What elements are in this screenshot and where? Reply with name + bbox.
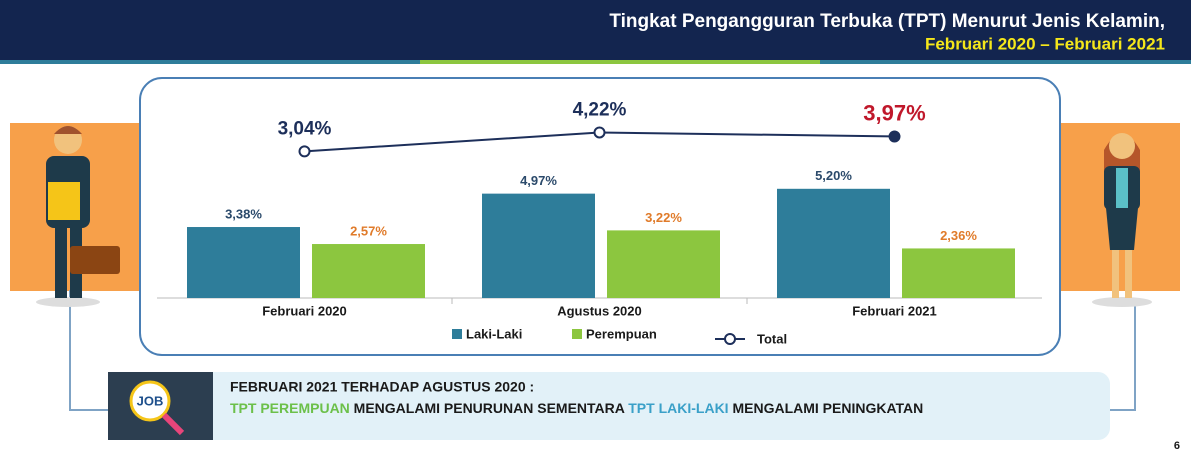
note-part: TPT PEREMPUAN: [230, 400, 350, 416]
header-stripe: [420, 60, 820, 64]
x-tick-label: Februari 2021: [852, 303, 937, 318]
plot: Februari 2020 Agustus 2020 Februari 2021 3,…: [157, 99, 1042, 346]
bar: [482, 193, 595, 298]
legend-swatch: [452, 329, 462, 339]
title: Tingkat Pengangguran Terbuka (TPT) Menur…: [609, 11, 1165, 32]
header-stripe: [0, 60, 420, 64]
connector: [69, 290, 110, 411]
legend-label: Total: [757, 331, 787, 346]
value-label: 3,38%: [225, 206, 262, 221]
value-label: 3,97%: [863, 100, 925, 125]
bar: [312, 244, 425, 298]
bar: [777, 188, 890, 298]
x-tick-label: Agustus 2020: [557, 303, 642, 318]
value-label: 3,22%: [645, 210, 682, 225]
note-box: [108, 372, 1110, 440]
page-number: 6: [1174, 440, 1180, 452]
line-point: [593, 126, 606, 139]
line-point: [888, 130, 901, 143]
legend-swatch: [724, 333, 736, 345]
man-figure: [36, 126, 120, 307]
connector: [1110, 300, 1136, 411]
value-label: 5,20%: [815, 168, 852, 183]
value-label: 2,36%: [940, 228, 977, 243]
note-part: MENGALAMI PENURUNAN SEMENTARA: [350, 400, 628, 416]
line-point: [298, 145, 311, 158]
x-tick-label: Februari 2020: [262, 303, 347, 318]
value-label: 2,57%: [350, 223, 387, 238]
icon: [129, 380, 171, 422]
legend-swatch: [572, 329, 582, 339]
icon-label: JOB: [137, 393, 164, 408]
value-label: 4,97%: [520, 173, 557, 188]
legend-label: Laki-Laki: [466, 326, 522, 341]
bar: [902, 248, 1015, 298]
note-text: TPT PEREMPUAN MENGALAMI PENURUNAN SEMENT…: [230, 400, 923, 416]
note-heading: FEBRUARI 2021 TERHADAP AGUSTUS 2020 :: [230, 379, 534, 395]
header-band: [0, 0, 1191, 60]
woman-figure: [1092, 133, 1152, 307]
subtitle: Februari 2020 – Februari 2021: [925, 34, 1165, 53]
bar: [607, 230, 720, 298]
legend-label: Perempuan: [586, 326, 657, 341]
value-label: 4,22%: [573, 99, 627, 120]
note-part: MENGALAMI PENINGKATAN: [729, 400, 924, 416]
bar: [187, 227, 300, 298]
icon: [161, 412, 185, 436]
value-label: 3,04%: [278, 118, 332, 139]
note-part: TPT LAKI-LAKI: [628, 400, 728, 416]
header-stripe: [820, 60, 1191, 64]
